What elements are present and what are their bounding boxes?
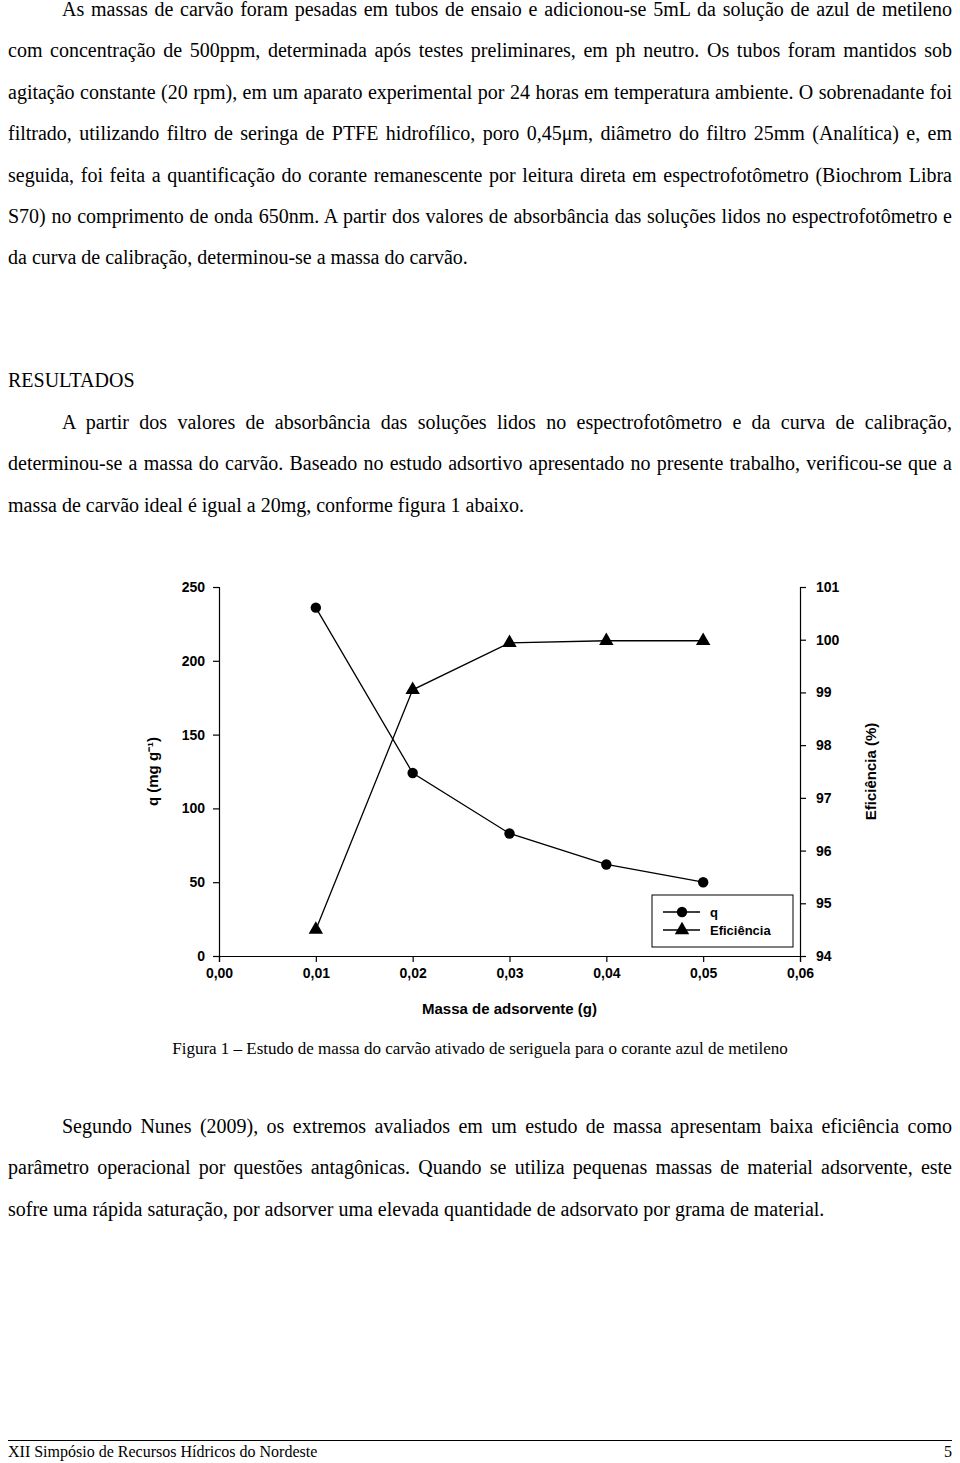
tick: 96 [800,843,832,859]
tick: 0,02 [400,956,427,981]
tick: 0 [197,948,219,964]
y2-axis-title: Eficiência (%) [862,723,879,821]
tick-label: 0,00 [206,965,233,981]
plot-area [309,602,711,933]
tick-label: 94 [816,948,832,964]
tick-mark [800,798,806,799]
tick-mark [213,734,219,735]
legend-label: q [710,905,718,920]
legend-marker [677,907,687,917]
tick-label: 0,04 [593,965,620,981]
paragraph: As massas de carvão foram pesadas em tub… [8,0,952,279]
tick-label: 0,02 [400,965,427,981]
tick-label: 250 [182,579,206,595]
tick-mark [213,587,219,588]
tick-mark [509,956,510,962]
y-axis: 0 50 100 150 200 250 [182,579,220,964]
y-axis-title: q (mg g⁻¹) [144,737,161,806]
tick-mark [703,956,704,962]
tick: 94 [800,948,832,964]
section-heading: RESULTADOS [8,360,135,401]
tick-label: 101 [816,579,840,595]
figure-caption: Figura 1 – Estudo de massa do carvão ati… [0,1038,960,1060]
tick-label: 98 [816,737,832,753]
footer-text: XII Simpósio de Recursos Hídricos do Nor… [8,1442,317,1462]
tick-label: 99 [816,684,832,700]
tick: 0,01 [303,956,330,981]
tick: 200 [182,653,219,669]
series-line [316,641,703,930]
tick-mark [800,587,806,588]
tick-label: 96 [816,843,832,859]
tick: 101 [800,579,840,595]
tick-label: 0,03 [496,965,523,981]
legend-label: Eficiência [710,923,771,938]
data-point [696,632,710,644]
paragraph: Segundo Nunes (2009), os extremos avalia… [8,1106,952,1230]
axis-line [801,588,807,957]
tick: 0,03 [496,956,523,981]
tick-label: 0,05 [690,965,717,981]
tick-label: 100 [816,632,840,648]
data-point [502,635,516,647]
tick: 100 [800,632,840,648]
tick: 100 [182,800,219,816]
footer-rule [8,1440,952,1441]
series-line [316,608,703,883]
tick-label: 0 [197,948,205,964]
tick-mark [800,692,806,693]
tick-mark [213,882,219,883]
tick: 0,04 [593,956,620,981]
page-number: 5 [944,1442,952,1462]
tick-label: 200 [182,653,206,669]
tick-label: 0,01 [303,965,330,981]
tick: 0,06 [787,956,814,981]
x-axis: 0,00 0,01 0,02 0,03 0,04 0,05 0,06 [206,956,814,981]
tick: 0,00 [206,956,233,981]
axis-line [220,957,801,963]
tick-label: 0,06 [787,965,814,981]
tick-mark [800,850,806,851]
tick: 95 [800,895,832,911]
tick: 98 [800,737,832,753]
tick: 97 [800,790,832,806]
legend: q Eficiência [652,895,793,947]
tick-label: 97 [816,790,832,806]
data-point [601,859,611,869]
tick: 250 [182,579,219,595]
tick: 150 [182,727,219,743]
tick: 99 [800,684,832,700]
tick-label: 100 [182,800,206,816]
legend-marker [675,922,689,934]
chart: 0,00 0,01 0,02 0,03 0,04 0,05 0,06 0 50 100 150 200… [0,0,960,1463]
tick-mark [800,745,806,746]
y2-axis: 94 95 96 97 98 99 100 101 [800,579,840,964]
tick-mark [316,956,317,962]
data-point [504,828,514,838]
data-point [698,877,708,887]
tick-mark [213,956,219,957]
tick-mark [606,956,607,962]
data-point [407,768,417,778]
tick-label: 150 [182,727,206,743]
data-point [599,632,613,644]
axis-line [213,588,220,957]
tick-mark [213,808,219,809]
legend-box [652,895,793,947]
tick-mark [800,956,806,957]
tick: 0,05 [690,956,717,981]
data-point [311,602,321,612]
tick-label: 50 [189,874,205,890]
tick-mark [800,640,806,641]
tick-mark [413,956,414,962]
x-axis-title: Massa de adsorvente (g) [422,1000,597,1017]
tick-label: 95 [816,895,832,911]
data-point [309,921,323,933]
paragraph: A partir dos valores de absorbância das … [8,402,952,526]
data-point [405,681,419,693]
tick-mark [800,903,806,904]
tick-mark [213,661,219,662]
tick: 50 [189,874,219,890]
